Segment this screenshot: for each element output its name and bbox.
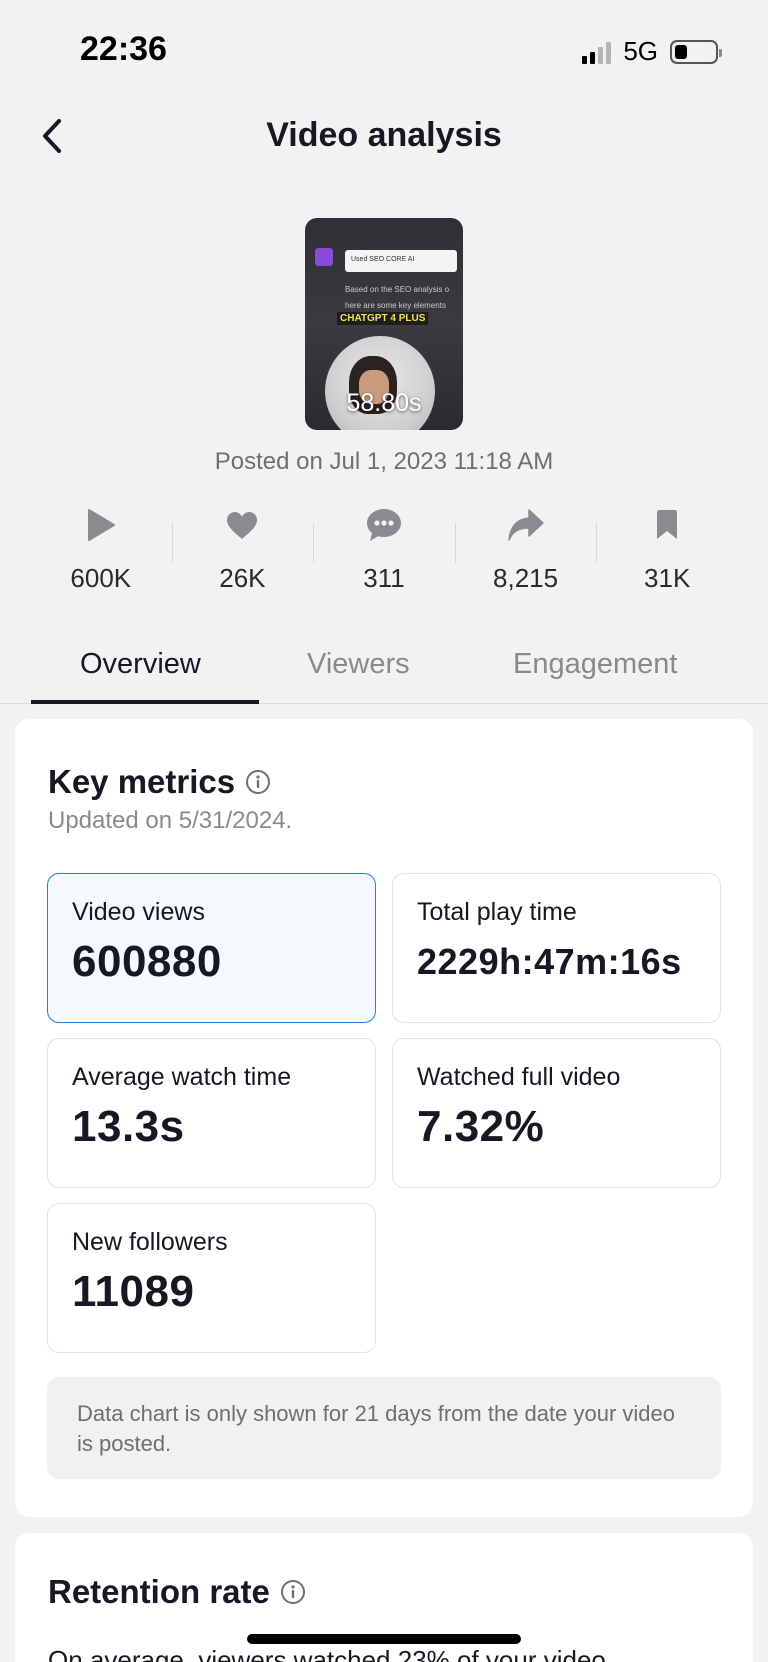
home-indicator[interactable] — [247, 1634, 521, 1644]
thumb-text-line: Based on the SEO analysis o — [345, 285, 450, 294]
comment-icon — [364, 505, 404, 545]
stat-value: 8,215 — [493, 563, 559, 593]
metric-value: 600880 — [72, 937, 222, 986]
tab-overview[interactable]: Overview — [80, 648, 201, 680]
stat-value: 26K — [219, 563, 266, 593]
tab-viewers[interactable]: Viewers — [307, 648, 410, 680]
signal-icon — [582, 40, 612, 64]
active-tab-indicator — [31, 700, 259, 704]
metric-label: New followers — [72, 1228, 228, 1256]
metric-label: Total play time — [417, 898, 577, 926]
metric-value: 2229h:47m:16s — [417, 941, 682, 982]
thumb-select: Used SEO CORE AI — [345, 250, 457, 272]
metric-watched-full-video[interactable]: Watched full video 7.32% — [392, 1038, 721, 1188]
thumb-text-line: here are some key elements — [345, 301, 446, 310]
thumb-text: Based on the SEO analysis o here are som… — [345, 282, 463, 314]
video-duration: 58.80s — [346, 389, 422, 417]
video-thumbnail[interactable]: Used SEO CORE AI Based on the SEO analys… — [305, 218, 463, 430]
metric-label: Watched full video — [417, 1063, 621, 1091]
battery-icon — [670, 39, 722, 64]
network-label: 5G — [623, 36, 658, 66]
metric-label: Video views — [72, 898, 205, 926]
share-icon — [506, 505, 546, 545]
info-icon[interactable] — [245, 769, 271, 795]
chevron-left-icon — [43, 119, 61, 153]
creator-face-detail — [359, 370, 389, 404]
metric-new-followers[interactable]: New followers 11089 — [47, 1203, 376, 1353]
stat-value: 311 — [363, 563, 405, 593]
status-indicators: 5G — [582, 36, 722, 67]
status-time: 22:36 — [80, 30, 167, 68]
metric-average-watch-time[interactable]: Average watch time 13.3s — [47, 1038, 376, 1188]
stat-comments: 311 — [313, 505, 455, 605]
tab-bar: Overview Viewers Engagement — [0, 640, 768, 704]
tab-engagement[interactable]: Engagement — [513, 648, 678, 680]
key-metrics-title: Key metrics — [48, 763, 236, 800]
thumb-banner: CHATGPT 4 PLUS — [337, 312, 429, 325]
metric-label: Average watch time — [72, 1063, 292, 1091]
stat-likes: 26K — [171, 505, 314, 605]
status-bar: 22:36 5G — [0, 0, 768, 100]
heart-icon — [222, 505, 262, 545]
stat-saves: 31K — [596, 505, 738, 605]
page-title: Video analysis — [266, 116, 502, 154]
retention-header: Retention rate — [48, 1573, 306, 1611]
stat-value: 600K — [70, 563, 132, 593]
stat-shares: 8,215 — [454, 505, 597, 605]
bookmark-icon — [647, 505, 687, 545]
retention-summary: On average, viewers watched 23% of your … — [48, 1645, 606, 1662]
data-chart-notice: Data chart is only shown for 21 days fro… — [47, 1377, 721, 1479]
app-logo-icon — [315, 248, 333, 266]
metric-value: 7.32% — [417, 1102, 545, 1151]
metric-total-play-time[interactable]: Total play time 2229h:47m:16s — [392, 873, 721, 1023]
back-button[interactable] — [30, 114, 74, 158]
retention-title: Retention rate — [48, 1573, 270, 1610]
key-metrics-header: Key metrics — [48, 763, 271, 801]
play-icon — [81, 505, 121, 545]
stat-value: 31K — [644, 563, 691, 593]
stat-views: 600K — [30, 505, 172, 605]
metric-value: 11089 — [72, 1267, 195, 1316]
nav-bar: Video analysis — [0, 108, 768, 164]
key-metrics-card: Key metrics Updated on 5/31/2024. Video … — [15, 719, 753, 1517]
metric-video-views[interactable]: Video views 600880 — [47, 873, 376, 1023]
stats-row: 600K 26K 311 8,215 31K — [30, 505, 738, 605]
posted-date: Posted on Jul 1, 2023 11:18 AM — [214, 448, 554, 475]
updated-date: Updated on 5/31/2024. — [48, 807, 293, 834]
info-icon[interactable] — [280, 1579, 306, 1605]
metric-value: 13.3s — [72, 1102, 185, 1151]
